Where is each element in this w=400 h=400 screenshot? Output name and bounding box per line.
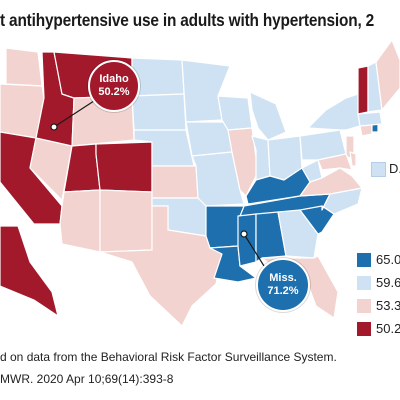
idaho-callout-name: Idaho xyxy=(99,73,129,86)
footnote-source: d on data from the Behavioral Risk Facto… xyxy=(0,350,337,364)
legend-label: 53.3 xyxy=(376,298,400,313)
legend-item: 65.0 xyxy=(357,252,400,267)
state-mississippi xyxy=(237,213,257,267)
state-washington xyxy=(5,47,43,87)
legend-item: 59.6 xyxy=(357,275,400,290)
legend-label: 65.0 xyxy=(376,252,400,267)
state-new-mexico xyxy=(99,189,153,253)
state-vermont xyxy=(357,65,369,115)
state-iowa xyxy=(185,121,233,157)
state-north-dakota xyxy=(131,57,185,97)
idaho-callout: Idaho 50.2% xyxy=(88,60,140,112)
state-maryland xyxy=(317,153,353,171)
legend-item: 53.3 xyxy=(357,298,400,313)
miss-leader-line xyxy=(243,233,265,267)
dc-swatch xyxy=(371,162,386,177)
map-title: t antihypertensive use in adults with hy… xyxy=(0,10,375,30)
idaho-leader-line xyxy=(53,98,98,128)
state-georgia xyxy=(277,209,319,259)
state-arizona xyxy=(59,189,101,253)
state-texas xyxy=(99,205,223,327)
state-kansas xyxy=(151,165,199,199)
miss-callout-name: Miss. xyxy=(269,272,297,285)
legend-label: 50.2 xyxy=(376,321,400,336)
miss-leader-dot xyxy=(240,230,248,238)
state-colorado xyxy=(95,141,153,193)
state-massachusetts xyxy=(357,111,383,127)
state-maine xyxy=(375,39,400,111)
state-michigan xyxy=(249,91,287,141)
footnote-citation: MWR. 2020 Apr 10;69(14):393-8 xyxy=(0,372,174,386)
miss-callout-value: 71.2% xyxy=(267,285,299,297)
state-delaware xyxy=(349,151,357,167)
legend-swatch xyxy=(357,276,371,290)
idaho-leader-dot xyxy=(50,123,58,131)
state-new-york xyxy=(307,93,361,131)
dc-label: D.C xyxy=(389,161,400,176)
miss-callout: Miss. 71.2% xyxy=(256,258,310,312)
state-south-dakota xyxy=(131,93,187,131)
legend-swatch xyxy=(357,322,371,336)
legend-swatch xyxy=(357,253,371,267)
idaho-callout-value: 50.2% xyxy=(98,86,130,98)
legend-item: 50.2 xyxy=(357,321,400,336)
legend-label: 59.6 xyxy=(376,275,400,290)
legend-swatch xyxy=(357,299,371,313)
state-alaska xyxy=(0,225,59,317)
state-virginia xyxy=(299,167,363,197)
state-south-carolina xyxy=(299,205,335,235)
